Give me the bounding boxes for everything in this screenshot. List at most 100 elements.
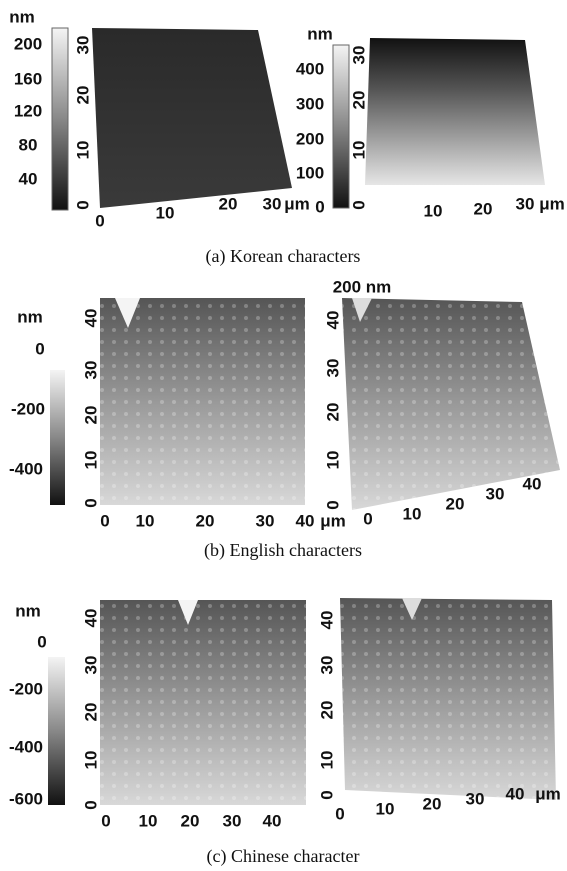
afm-texture: [100, 600, 306, 805]
tick-label: 30: [486, 484, 505, 503]
tick-label: 40: [317, 611, 336, 630]
tip-mark: [178, 600, 198, 625]
tick-label: 40: [323, 311, 342, 330]
tick-label: 10: [323, 451, 342, 470]
tick-label: 30: [466, 789, 485, 808]
afm-texture: [340, 598, 556, 800]
tick-label: 30: [349, 46, 368, 65]
tick-label: -200: [9, 679, 43, 698]
tick-label: 40: [263, 811, 282, 830]
tick-label: nm: [17, 307, 43, 326]
tick-label: 40: [296, 511, 315, 530]
tick-label: 30: [256, 511, 275, 530]
tick-label: 100: [296, 163, 324, 182]
caption: (b) English characters: [204, 540, 362, 561]
tick-label: -200: [11, 399, 45, 418]
tick-label: -400: [9, 737, 43, 756]
tick-label: 10: [403, 504, 422, 523]
tick-label: 30: [263, 194, 282, 213]
tick-label: -400: [9, 459, 43, 478]
afm-image: [365, 38, 545, 185]
tick-label: 20: [323, 403, 342, 422]
tick-label: -600: [9, 789, 43, 808]
afm-texture: [342, 298, 560, 510]
tick-label: 10: [156, 203, 175, 222]
tick-label: 10: [424, 201, 443, 220]
tick-label: μm: [284, 194, 310, 213]
tick-label: 0: [315, 197, 324, 216]
panel-images: [48, 27, 560, 805]
tick-label: 30: [223, 811, 242, 830]
tick-label: μm: [320, 511, 346, 530]
tick-label: 120: [14, 101, 42, 120]
tick-label: 400: [296, 59, 324, 78]
tick-label: 20: [317, 701, 336, 720]
tick-label: 20: [81, 703, 100, 722]
tick-label: 20: [446, 494, 465, 513]
tick-label: 10: [317, 751, 336, 770]
tick-label: 40: [19, 169, 38, 188]
tick-label: 20: [474, 199, 493, 218]
tick-label: 200 nm: [333, 277, 392, 296]
tick-label: 40: [81, 309, 100, 328]
colorbar: [332, 44, 350, 209]
tick-label: 10: [73, 141, 92, 160]
tick-label: 0: [317, 790, 336, 799]
tip-mark: [352, 298, 372, 322]
tick-label: 0: [363, 509, 372, 528]
tick-label: nm: [15, 601, 41, 620]
tick-label: 20: [349, 91, 368, 110]
afm-image: [92, 28, 292, 208]
tick-label: 20: [81, 406, 100, 425]
tick-label: 0: [35, 339, 44, 358]
tick-label: 40: [506, 784, 525, 803]
caption: (a) Korean characters: [206, 246, 361, 267]
tick-label: 30: [81, 656, 100, 675]
tick-label: 0: [323, 500, 342, 509]
tick-label: nm: [9, 7, 35, 26]
tick-label: 20: [181, 811, 200, 830]
tick-label: 200: [296, 129, 324, 148]
tick-label: 20: [196, 511, 215, 530]
tick-label: 10: [349, 141, 368, 160]
tick-label: 160: [14, 69, 42, 88]
tick-label: 30: [323, 359, 342, 378]
tick-label: μm: [535, 784, 561, 803]
tick-label: 0: [73, 200, 92, 209]
tick-label: 20: [219, 194, 238, 213]
tick-label: 0: [95, 211, 104, 230]
caption: (c) Chinese character: [207, 846, 360, 867]
tick-label: 200: [14, 34, 42, 53]
tick-label: 40: [523, 474, 542, 493]
tick-label: 10: [81, 451, 100, 470]
tick-label: 0: [100, 511, 109, 530]
tick-label: 20: [73, 86, 92, 105]
tick-label: 30: [317, 656, 336, 675]
tick-label: μm: [539, 194, 565, 213]
tick-label: 20: [423, 794, 442, 813]
tick-label: 30: [516, 194, 535, 213]
tick-label: 0: [37, 632, 46, 651]
tip-mark: [115, 298, 140, 328]
tick-label: 0: [101, 811, 110, 830]
tick-label: nm: [307, 24, 333, 43]
colorbar: [51, 27, 69, 211]
tick-label: 80: [19, 135, 38, 154]
tick-label: 30: [73, 36, 92, 55]
afm-texture: [100, 298, 305, 505]
tick-label: 30: [81, 361, 100, 380]
tick-label: 0: [81, 800, 100, 809]
tick-label: 0: [349, 200, 368, 209]
tick-label: 0: [335, 804, 344, 823]
tick-label: 10: [139, 811, 158, 830]
tick-label: 0: [81, 498, 100, 507]
tick-label: 10: [376, 799, 395, 818]
tick-label: 10: [81, 751, 100, 770]
tick-label: 40: [81, 609, 100, 628]
tick-label: 10: [136, 511, 155, 530]
colorbar: [48, 657, 65, 805]
colorbar: [50, 370, 65, 505]
tick-label: 300: [296, 94, 324, 113]
tip-mark: [402, 598, 422, 620]
